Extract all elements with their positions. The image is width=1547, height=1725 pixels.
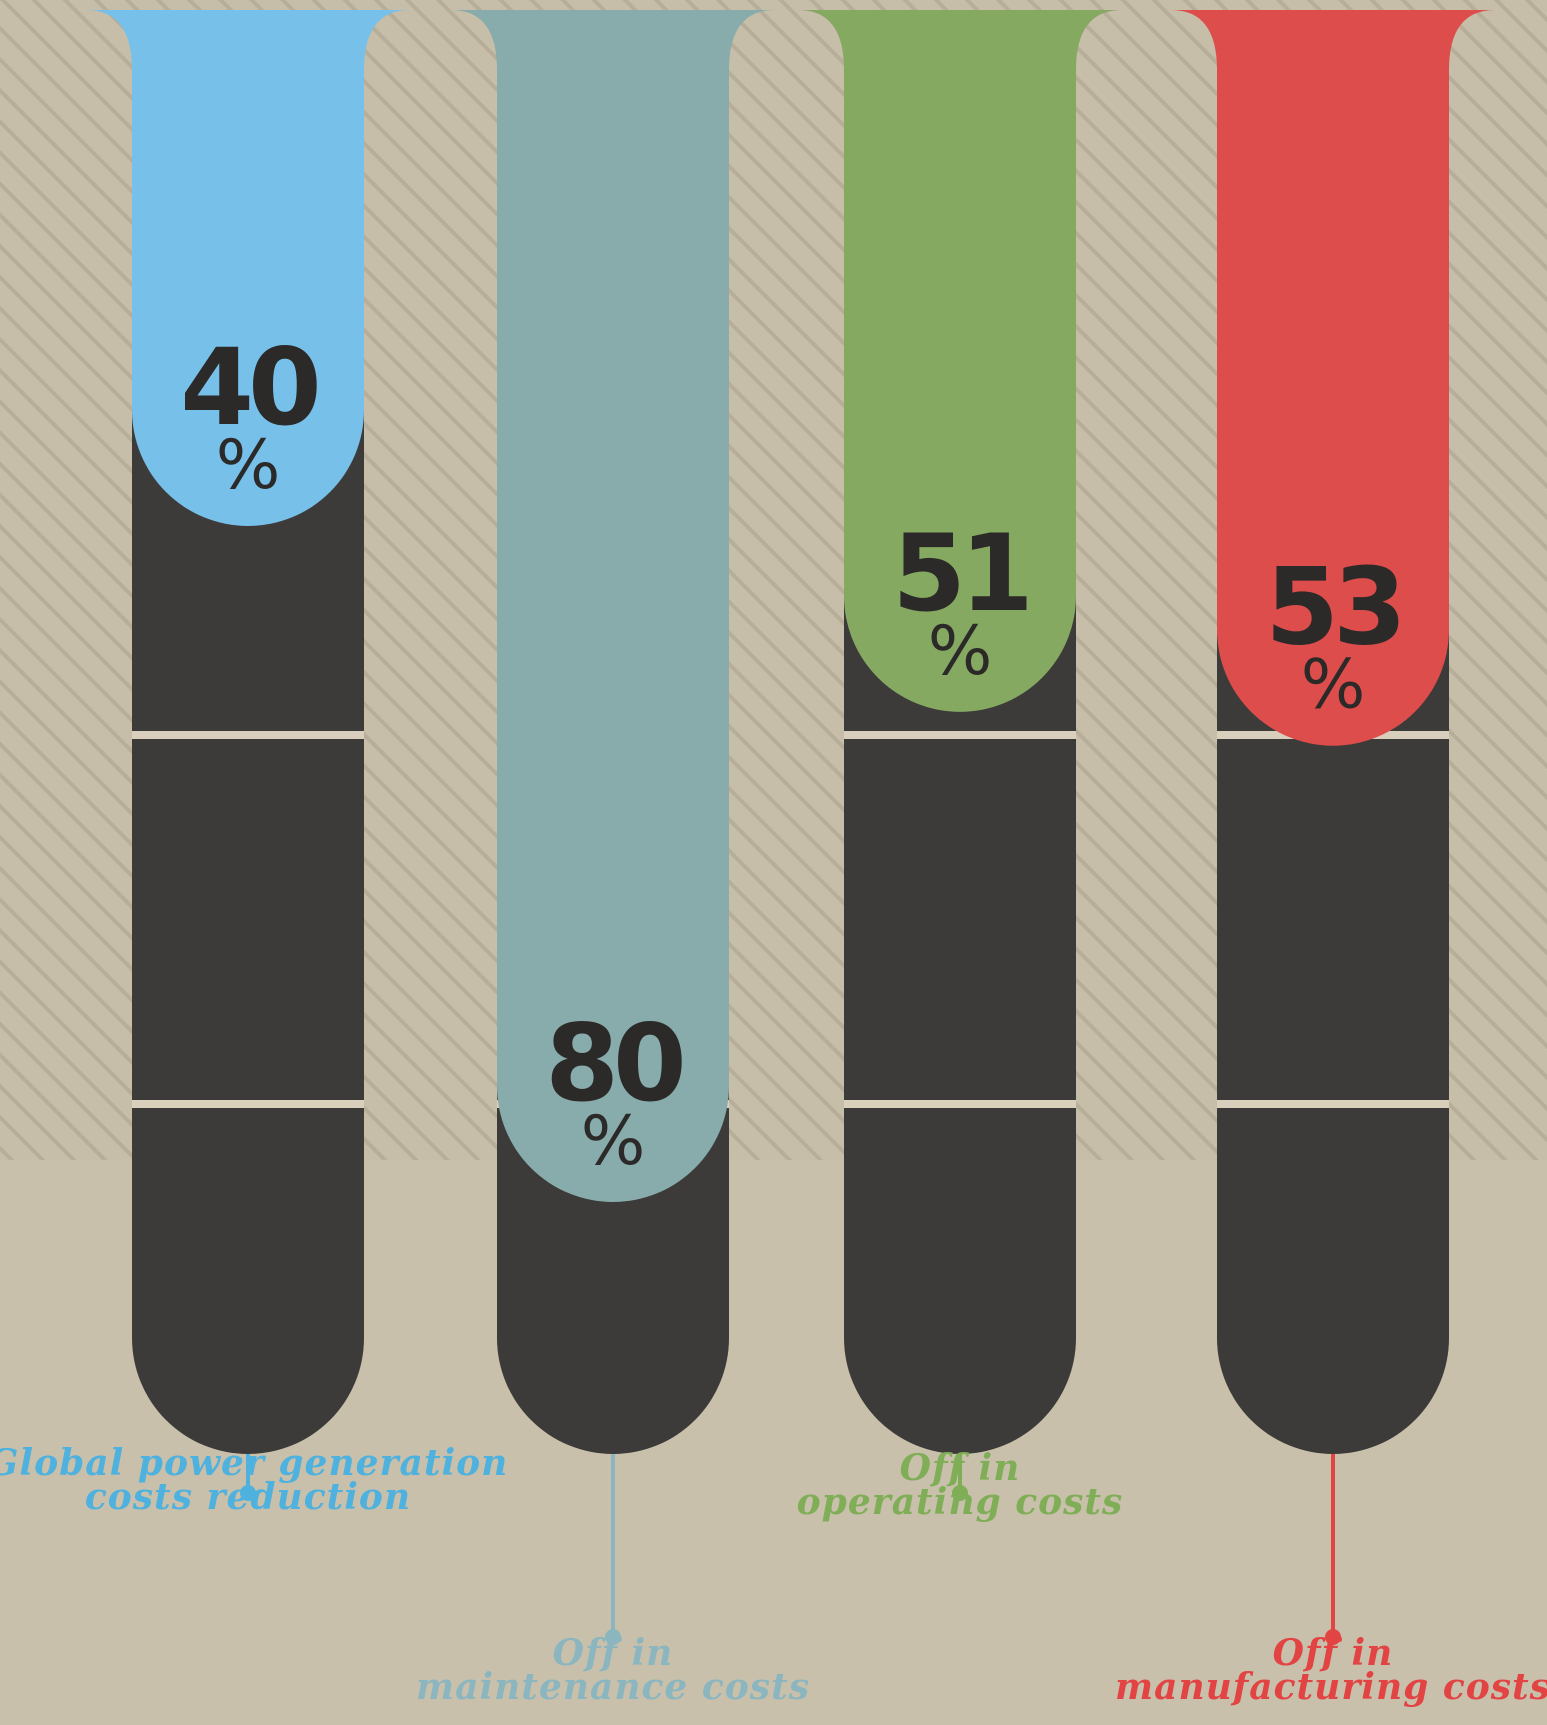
bar-fill-1 xyxy=(451,10,775,1202)
data-label-value-1: 80 xyxy=(545,1002,682,1125)
data-label-value-3: 53 xyxy=(1265,546,1401,669)
bar-fill-0 xyxy=(86,10,410,526)
category-label-3-line-0: Off in xyxy=(1273,1632,1394,1674)
category-label-1-line-0: Off in xyxy=(553,1632,674,1674)
category-label-0-line-0: Global power generation xyxy=(0,1442,508,1484)
track-separator-0-1 xyxy=(132,1100,364,1108)
data-label-value-0: 40 xyxy=(180,326,317,449)
track-separator-2-0 xyxy=(844,731,1076,739)
bar-fill-2 xyxy=(798,10,1122,712)
track-separator-2-1 xyxy=(844,1100,1076,1108)
category-label-3-line-1: manufacturing costs xyxy=(1115,1666,1547,1708)
label-stem-dot-3 xyxy=(1325,1629,1341,1645)
data-label-suffix-2: % xyxy=(928,612,993,691)
category-label-2-line-1: operating costs xyxy=(797,1481,1124,1523)
category-label-2-line-0: Off in xyxy=(900,1447,1021,1489)
data-label-value-2: 51 xyxy=(892,512,1028,635)
data-label-suffix-3: % xyxy=(1301,646,1366,725)
label-stem-dot-0 xyxy=(240,1485,256,1501)
category-label-1-line-1: maintenance costs xyxy=(416,1666,810,1708)
data-label-suffix-0: % xyxy=(216,426,281,505)
label-stem-dot-1 xyxy=(605,1629,621,1645)
category-label-0-line-1: costs reduction xyxy=(85,1476,411,1518)
label-stem-dot-2 xyxy=(952,1485,968,1501)
bar-fill-3 xyxy=(1171,10,1495,746)
track-separator-0-0 xyxy=(132,731,364,739)
track-separator-3-1 xyxy=(1217,1100,1449,1108)
data-label-suffix-1: % xyxy=(581,1102,646,1181)
